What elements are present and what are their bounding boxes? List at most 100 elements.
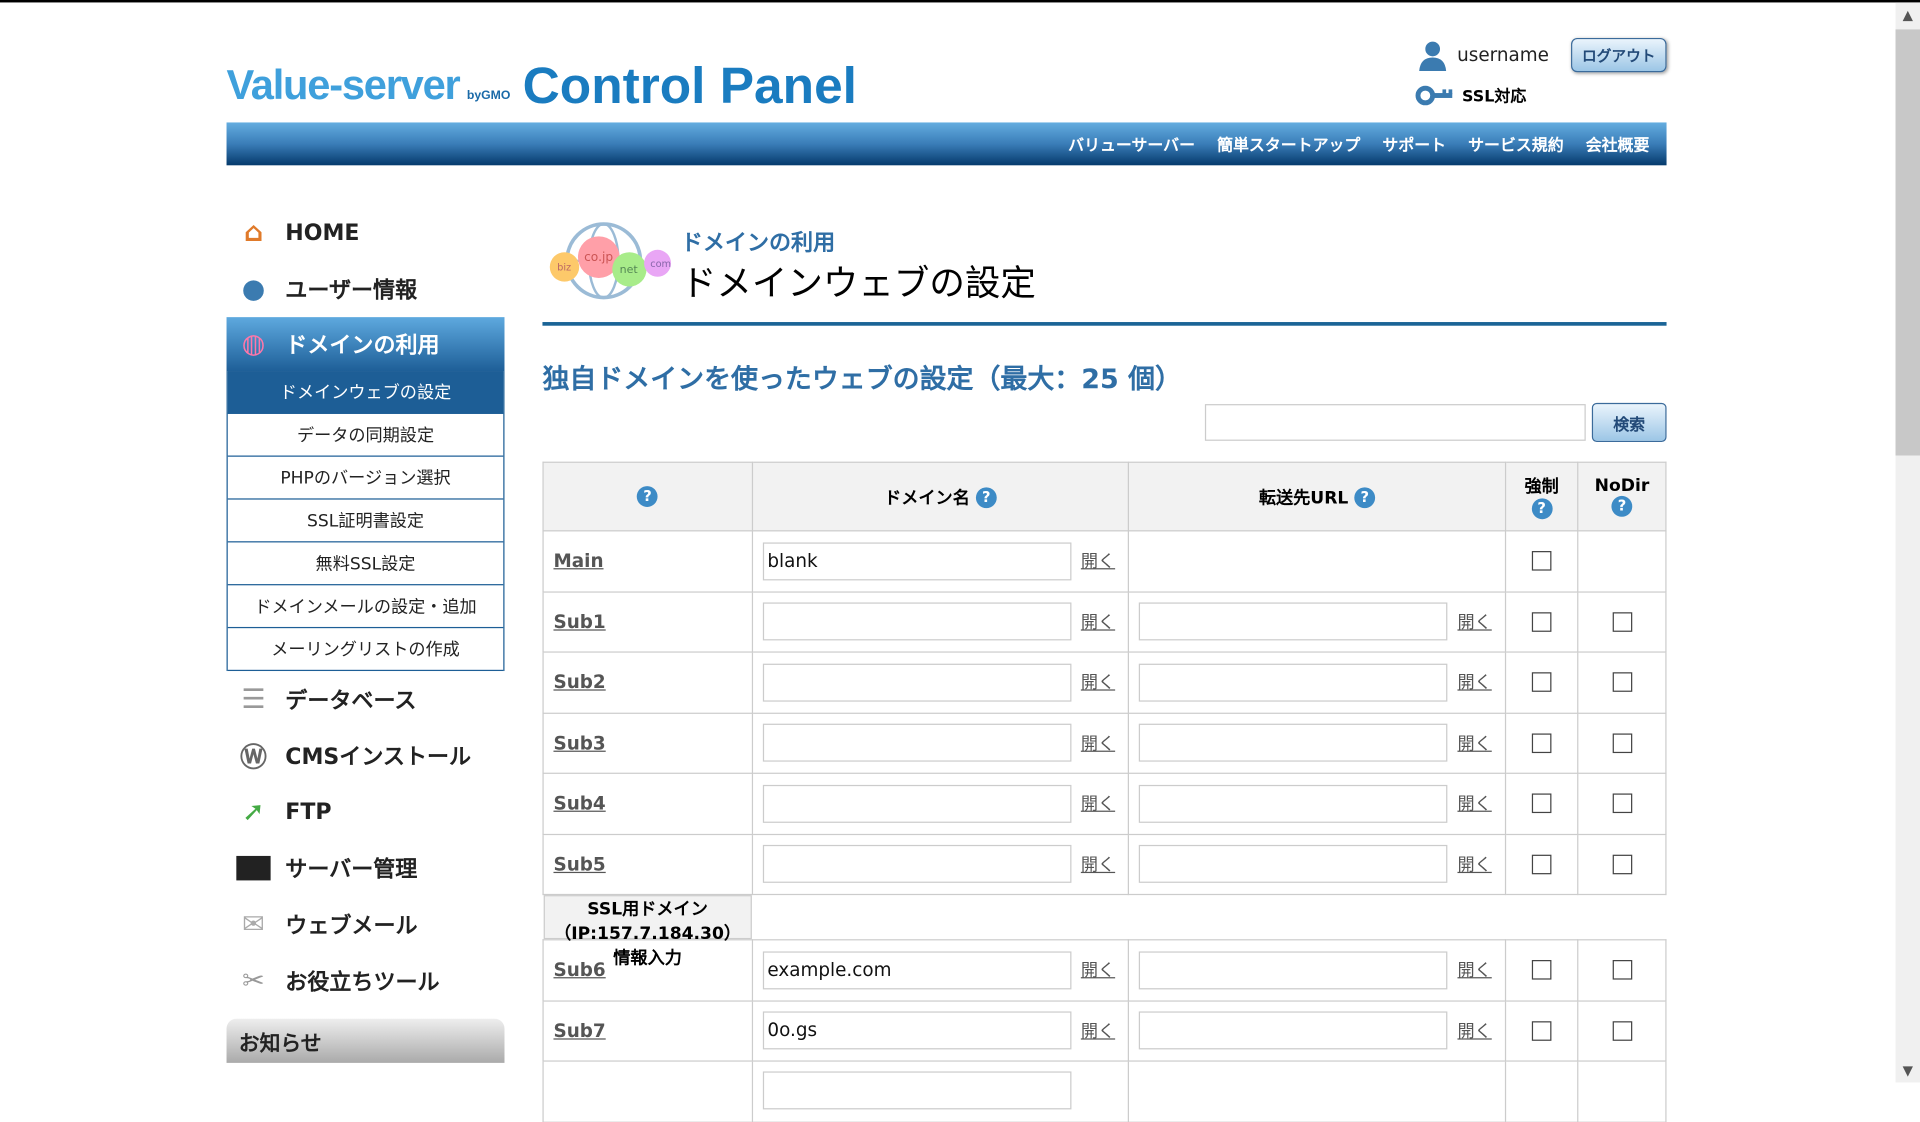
sidebar-item-server[interactable]: サーバー管理 (227, 840, 505, 896)
submenu-data-sync[interactable]: データの同期設定 (227, 414, 504, 457)
logo[interactable]: Value-server byGMO Control Panel (227, 59, 857, 110)
force-checkbox[interactable] (1531, 551, 1552, 571)
help-icon[interactable]: ? (1531, 498, 1553, 520)
row-label-cell: Sub2 (542, 651, 753, 714)
row-label-link[interactable]: Sub2 (553, 671, 606, 694)
domain-input[interactable] (762, 845, 1072, 884)
sidebar-item-domain[interactable]: ◍ ドメインの利用 (226, 317, 505, 372)
open-link[interactable]: 開く (1457, 613, 1492, 633)
submenu-mailing-list[interactable]: メーリングリストの作成 (227, 628, 504, 672)
force-checkbox[interactable] (1531, 611, 1552, 632)
sidebar: ⌂ HOME ● ユーザー情報 ◍ ドメインの利用 ドメインウェブの設定 データの同期… (226, 204, 505, 1063)
domain-input[interactable]: blank (762, 542, 1072, 581)
force-checkbox[interactable] (1531, 793, 1552, 814)
url-input[interactable] (1139, 723, 1448, 762)
sidebar-item-cms[interactable]: Ⓦ CMSインストール (227, 727, 505, 783)
nodir-checkbox[interactable] (1612, 793, 1632, 814)
nodir-cell (1577, 939, 1667, 1002)
scroll-down-icon[interactable]: ▼ (1902, 1062, 1913, 1079)
open-link[interactable]: 開く (1080, 613, 1116, 633)
url-cell: 開く (1128, 712, 1506, 774)
sidebar-item-tools[interactable]: ✂ お役立ちツール (227, 953, 505, 1009)
submenu-free-ssl[interactable]: 無料SSL設定 (227, 542, 504, 586)
nodir-checkbox[interactable] (1612, 611, 1632, 632)
scrollbar-thumb[interactable] (1895, 29, 1920, 456)
domain-input[interactable] (762, 1071, 1072, 1110)
row-label-link[interactable]: Main (553, 550, 604, 573)
header-label: 強制 (1524, 477, 1559, 498)
row-label-link[interactable]: Sub7 (553, 1019, 606, 1042)
domain-input[interactable]: example.com (762, 951, 1072, 990)
domain-input[interactable] (762, 602, 1072, 641)
nodir-checkbox[interactable] (1612, 960, 1632, 980)
nodir-cell (1577, 590, 1667, 653)
sidebar-item-user[interactable]: ● ユーザー情報 (227, 261, 505, 317)
open-link[interactable]: 開く (1080, 961, 1116, 982)
scroll-up-icon[interactable]: ▲ (1902, 7, 1913, 24)
submenu-ssl-cert[interactable]: SSL証明書設定 (227, 500, 504, 543)
domain-input[interactable] (762, 663, 1072, 702)
submenu-domain-mail[interactable]: ドメインメールの設定・追加 (227, 585, 504, 629)
force-checkbox[interactable] (1531, 733, 1552, 753)
help-icon[interactable]: ? (1611, 495, 1633, 517)
url-input[interactable] (1139, 1011, 1448, 1050)
open-link[interactable]: 開く (1457, 1022, 1492, 1042)
ssl-section-row: SSL用ドメイン（IP:157.7.184.30）情報入力 (543, 895, 753, 969)
open-link[interactable]: 開く (1080, 734, 1116, 754)
nav-company[interactable]: 会社概要 (1585, 137, 1650, 156)
url-input[interactable] (1139, 951, 1448, 990)
open-link[interactable]: 開く (1080, 1022, 1116, 1042)
help-icon[interactable]: ? (975, 487, 997, 509)
row-label-link[interactable]: Sub5 (553, 853, 606, 876)
nav-support[interactable]: サポート (1382, 137, 1447, 156)
nodir-checkbox[interactable] (1612, 854, 1632, 874)
domain-cell: example.com 開く (751, 939, 1130, 1002)
submenu-domain-web[interactable]: ドメインウェブの設定 (227, 371, 504, 414)
open-link[interactable]: 開く (1457, 795, 1492, 815)
sidebar-item-ftp[interactable]: ➚ FTP (227, 784, 505, 840)
force-checkbox[interactable] (1531, 672, 1552, 693)
open-link[interactable]: 開く (1457, 855, 1492, 876)
url-input[interactable] (1139, 784, 1448, 823)
url-input[interactable] (1139, 663, 1448, 702)
sidebar-item-webmail[interactable]: ✉ ウェブメール (227, 896, 505, 952)
row-label-cell: Sub4 (542, 772, 753, 835)
row-label-link[interactable]: Sub3 (553, 731, 606, 754)
nav-value-server[interactable]: バリューサーバー (1068, 137, 1196, 156)
domain-input[interactable] (762, 784, 1072, 823)
url-input[interactable] (1139, 602, 1448, 641)
open-link[interactable]: 開く (1080, 673, 1116, 694)
open-link[interactable]: 開く (1080, 795, 1116, 815)
search-input[interactable] (1204, 404, 1586, 441)
force-checkbox[interactable] (1531, 1020, 1552, 1041)
domain-input[interactable] (762, 723, 1072, 762)
row-label-cell: Main (542, 530, 753, 593)
nodir-checkbox[interactable] (1612, 672, 1632, 693)
help-icon[interactable]: ? (637, 486, 658, 507)
row-label-link[interactable]: Sub6 (553, 959, 606, 982)
submenu-php-version[interactable]: PHPのバージョン選択 (227, 457, 504, 500)
force-checkbox[interactable] (1531, 854, 1552, 874)
domain-cell: 開く (751, 772, 1130, 835)
open-link[interactable]: 開く (1457, 734, 1492, 754)
force-checkbox[interactable] (1531, 960, 1552, 980)
nav-quick-start[interactable]: 簡単スタートアップ (1217, 137, 1361, 156)
url-input[interactable] (1139, 845, 1448, 884)
row-label-cell: Sub5 (542, 833, 753, 896)
row-label-link[interactable]: Sub4 (553, 792, 606, 815)
domain-input[interactable]: 0o.gs (762, 1011, 1072, 1050)
search-button[interactable]: 検索 (1591, 402, 1667, 443)
sidebar-item-home[interactable]: ⌂ HOME (227, 204, 505, 260)
nodir-checkbox[interactable] (1612, 1020, 1632, 1041)
nav-terms[interactable]: サービス規約 (1468, 137, 1564, 156)
logout-button[interactable]: ログアウト (1571, 37, 1667, 73)
open-link[interactable]: 開く (1457, 961, 1492, 982)
help-icon[interactable]: ? (1354, 487, 1376, 509)
logo-by: byGMO (466, 89, 511, 103)
sidebar-item-database[interactable]: ☰ データベース (227, 671, 505, 727)
open-link[interactable]: 開く (1080, 855, 1116, 876)
open-link[interactable]: 開く (1457, 673, 1492, 694)
open-link[interactable]: 開く (1080, 552, 1116, 573)
nodir-checkbox[interactable] (1612, 733, 1632, 753)
row-label-link[interactable]: Sub1 (553, 610, 606, 633)
